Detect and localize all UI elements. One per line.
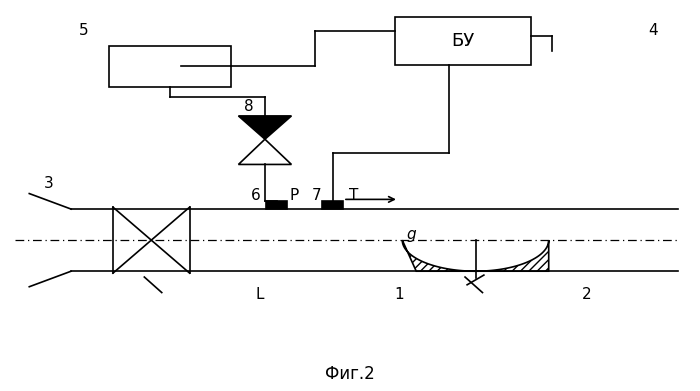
Text: Фиг.2: Фиг.2	[325, 365, 375, 383]
Polygon shape	[239, 139, 291, 165]
Bar	[395, 17, 531, 65]
Text: Т: Т	[349, 188, 358, 203]
Text: Р: Р	[290, 188, 299, 203]
Bar	[109, 46, 232, 87]
Text: 3: 3	[44, 176, 54, 191]
Text: 2: 2	[582, 287, 592, 302]
Text: 6: 6	[251, 188, 260, 203]
Text: БУ: БУ	[452, 32, 475, 50]
Bar	[266, 201, 287, 209]
Text: 5: 5	[79, 23, 88, 38]
Text: g: g	[407, 227, 416, 242]
Text: 8: 8	[244, 99, 253, 114]
Text: L: L	[255, 287, 264, 302]
Text: 1: 1	[394, 287, 404, 302]
Text: 7: 7	[312, 188, 321, 203]
Polygon shape	[239, 116, 291, 139]
Bar	[322, 201, 343, 209]
Text: 4: 4	[648, 23, 658, 38]
